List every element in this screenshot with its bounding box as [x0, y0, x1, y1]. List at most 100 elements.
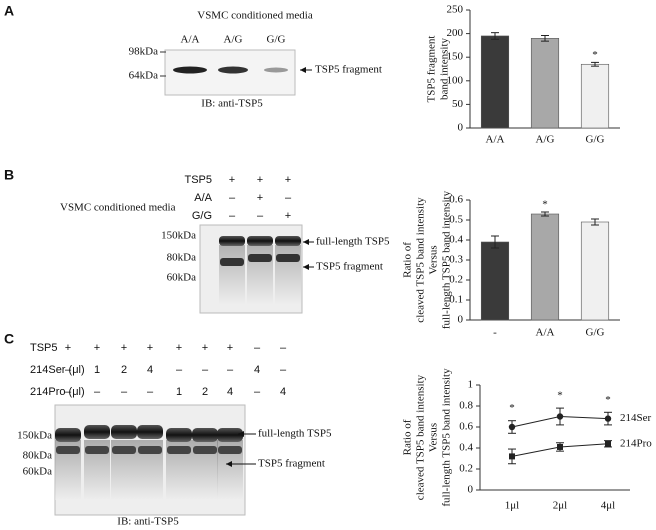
- marker-label: 60kDa: [167, 272, 196, 284]
- row-cell: –: [254, 386, 261, 398]
- arrow-head: [303, 239, 309, 245]
- arrow-label: TSP5 fragment: [258, 458, 325, 470]
- row-cell: –: [280, 342, 287, 354]
- row-cell: 4: [254, 364, 260, 376]
- bar: [530, 38, 560, 129]
- row-cell: +: [257, 192, 263, 204]
- marker-label: 80kDa: [167, 252, 196, 264]
- bar: [480, 241, 510, 321]
- arrow-head: [303, 264, 309, 270]
- marker-label: 150kDa: [161, 230, 196, 242]
- y-tick-label: 250: [447, 4, 464, 16]
- row-cell: –: [280, 364, 287, 376]
- x-tick-label: A/A: [536, 327, 555, 339]
- row-cell: +: [65, 342, 71, 354]
- row-label: TSP5: [184, 174, 212, 186]
- blot-caption: IB: anti-TSP5: [117, 516, 179, 528]
- y-tick-label: 0.2: [459, 463, 473, 475]
- annotation: *: [592, 49, 598, 61]
- band: [56, 446, 80, 454]
- blot-title: VSMC conditioned media: [197, 10, 313, 22]
- row-label: G/G: [192, 210, 212, 222]
- row-cell: +: [227, 342, 233, 354]
- marker-label: 64kDa: [129, 70, 158, 82]
- row-cell: +: [229, 174, 235, 186]
- y-axis-label: Versus: [428, 423, 440, 452]
- row-cell: +: [147, 342, 153, 354]
- row-cell: –: [121, 386, 128, 398]
- row-cell: –: [65, 386, 72, 398]
- row-cell: +: [202, 342, 208, 354]
- band: [247, 236, 273, 246]
- band: [55, 428, 81, 442]
- arrow-label: full-length TSP5: [316, 236, 390, 248]
- y-tick-label: 0: [468, 484, 474, 496]
- y-axis-label: cleaved TSP5 band intensity: [415, 374, 427, 500]
- marker-label: 80kDa: [23, 450, 52, 462]
- panel-letter: A: [4, 3, 14, 19]
- panel-letter: C: [4, 331, 14, 347]
- row-cell: +: [121, 342, 127, 354]
- y-tick-label: 50: [452, 98, 464, 110]
- row-cell: +: [285, 174, 291, 186]
- y-tick-label: 0: [458, 122, 464, 134]
- band: [248, 254, 272, 262]
- row-cell: 1: [94, 364, 100, 376]
- lane-label: A/A: [181, 34, 200, 46]
- point: [605, 440, 611, 447]
- lane-label: A/G: [224, 34, 243, 46]
- y-axis-label: full-length TSP5 band intensity: [441, 190, 453, 329]
- x-tick-label: A/G: [536, 134, 555, 146]
- row-cell: –: [227, 364, 234, 376]
- panel-letter: B: [4, 167, 14, 183]
- band: [219, 236, 245, 246]
- y-tick-label: 0.2: [449, 274, 463, 286]
- y-tick-label: 0.5: [449, 214, 463, 226]
- row-cell: +: [285, 210, 291, 222]
- point: [509, 453, 515, 460]
- row-cell: 4: [280, 386, 286, 398]
- x-tick-label: 4μl: [601, 500, 615, 512]
- row-cell: –: [257, 210, 264, 222]
- x-tick-label: 1μl: [505, 500, 519, 512]
- row-cell: 2: [121, 364, 127, 376]
- row-cell: –: [229, 192, 236, 204]
- y-tick-label: 0.6: [459, 421, 473, 433]
- y-tick-label: 0.3: [449, 254, 463, 266]
- marker-label: 60kDa: [23, 466, 52, 478]
- blot-caption: IB: anti-TSP5: [201, 98, 263, 110]
- point: [604, 415, 612, 422]
- band: [84, 425, 110, 439]
- row-cell: –: [229, 210, 236, 222]
- side-label: VSMC conditioned media: [60, 202, 176, 214]
- band: [193, 446, 217, 454]
- band: [173, 66, 207, 74]
- smear: [219, 245, 245, 305]
- band: [192, 428, 218, 442]
- row-cell: –: [65, 364, 72, 376]
- y-tick-label: 0.6: [449, 194, 463, 206]
- y-axis-label: Versus: [428, 245, 440, 274]
- y-tick-label: 0.4: [459, 442, 473, 454]
- point: [508, 423, 516, 431]
- y-axis-label: Ratio of: [402, 419, 414, 455]
- y-axis-label: full-length TSP5 band intensity: [441, 368, 453, 507]
- row-cell: 2: [202, 386, 208, 398]
- x-tick-label: 2μl: [553, 500, 567, 512]
- bar: [530, 213, 560, 321]
- y-axis-label: band intensity: [439, 37, 451, 100]
- row-cell: +: [257, 174, 263, 186]
- row-cell: –: [147, 386, 154, 398]
- band: [166, 428, 192, 442]
- row-cell: –: [176, 364, 183, 376]
- x-tick-label: A/A: [486, 134, 505, 146]
- y-axis-label: TSP5 fragment: [426, 36, 438, 103]
- lane-label: G/G: [267, 34, 286, 46]
- x-tick-label: -: [493, 327, 497, 339]
- band: [264, 67, 288, 73]
- band: [220, 258, 244, 266]
- row-cell: +: [94, 342, 100, 354]
- y-tick-label: 0.1: [449, 294, 463, 306]
- bar: [580, 221, 610, 321]
